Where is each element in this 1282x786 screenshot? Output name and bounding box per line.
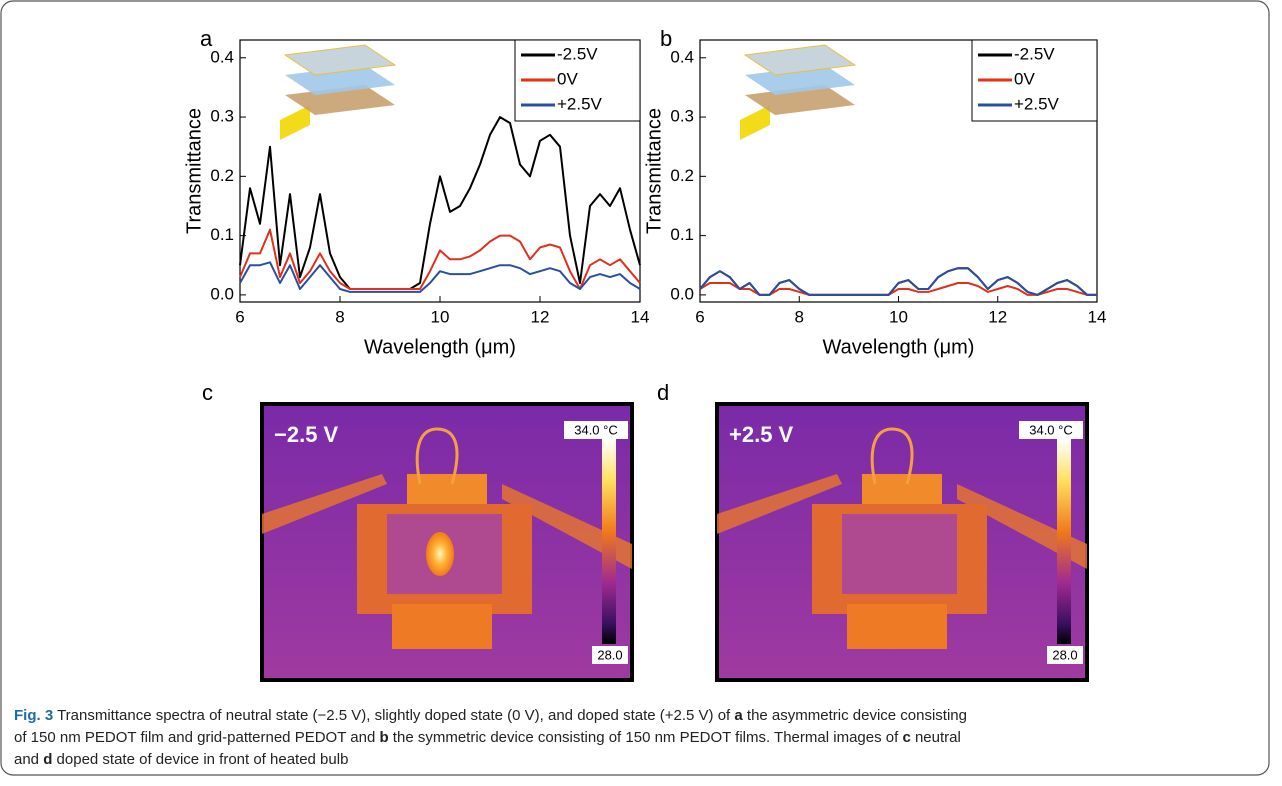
scale-box: [592, 646, 628, 664]
scale-box: [1019, 421, 1083, 439]
thermal-image: −2.5 V 34.0 °C 28.0: [260, 402, 634, 682]
y-tick-label: 0.3: [210, 107, 234, 126]
caption-text: b: [379, 729, 388, 746]
thermal-image: +2.5 V 34.0 °C 28.0: [715, 402, 1089, 682]
wire: [502, 484, 632, 569]
y-tick-label: 0.2: [670, 166, 694, 185]
y-tick-label: 0.1: [210, 225, 234, 244]
y-tick-label: 0.0: [210, 284, 234, 303]
y-tick-label: 0.3: [670, 107, 694, 126]
caption-text: the symmetric device consisting of 150 n…: [389, 729, 903, 746]
x-tick-label: 10: [889, 307, 908, 326]
caption-line: and d doped state of device in front of …: [14, 751, 348, 768]
panel-label: d: [657, 380, 669, 405]
clip-wire: [870, 427, 914, 485]
caption-text: Transmittance spectra of neutral state (…: [53, 707, 734, 724]
caption-text: and: [14, 751, 43, 768]
inset-electrode: [280, 105, 310, 140]
caption-text: c: [902, 729, 910, 746]
wire: [717, 474, 842, 534]
legend-label: 0V: [1014, 69, 1035, 88]
legend-label: +2.5V: [557, 94, 603, 113]
caption-text: of 150 nm PEDOT film and grid-patterned …: [14, 729, 379, 746]
x-tick-label: 8: [795, 307, 804, 326]
wire: [957, 484, 1087, 569]
wire: [262, 474, 387, 534]
series-line: [699, 267, 1097, 296]
x-axis-title: Wavelength (μm): [364, 336, 516, 358]
x-tick-label: 10: [431, 307, 450, 326]
hot-spot: [426, 532, 454, 576]
panel-label: c: [202, 380, 213, 405]
scale-min: 28.0: [597, 647, 622, 662]
scale-max: 34.0 °C: [1029, 422, 1073, 437]
inset-electrode: [740, 105, 770, 140]
y-axis-title: Transmittance: [643, 108, 665, 234]
voltage-label: −2.5 V: [274, 422, 339, 447]
caption-text: d: [43, 751, 52, 768]
series-line: [239, 261, 641, 293]
voltage-label: +2.5 V: [729, 422, 794, 447]
legend-label: 0V: [557, 69, 578, 88]
x-tick-label: 14: [631, 307, 650, 326]
series-line: [699, 267, 1097, 296]
series-line: [699, 282, 1097, 296]
scale-max: 34.0 °C: [574, 422, 618, 437]
color-bar: [602, 439, 616, 644]
x-axis-title: Wavelength (μm): [823, 336, 975, 358]
x-tick-label: 6: [695, 307, 704, 326]
inset-layer: [743, 44, 857, 76]
scale-box: [1047, 646, 1083, 664]
base: [392, 604, 492, 649]
series-line: [239, 228, 641, 290]
x-tick-label: 8: [335, 307, 344, 326]
y-tick-label: 0.0: [670, 284, 694, 303]
scale-min: 28.0: [1052, 647, 1077, 662]
caption-line: of 150 nm PEDOT film and grid-patterned …: [14, 729, 961, 746]
figure-border: [0, 0, 1270, 776]
y-tick-label: 0.2: [210, 166, 234, 185]
caption-text: neutral: [911, 729, 961, 746]
y-tick-label: 0.4: [670, 47, 694, 66]
x-tick-label: 14: [1088, 307, 1107, 326]
panel-label: b: [660, 26, 672, 51]
x-tick-label: 12: [988, 307, 1007, 326]
inset-layer: [283, 44, 397, 76]
base: [847, 604, 947, 649]
clip-wire: [415, 427, 459, 485]
caption-text: a: [734, 707, 743, 724]
panel-label: a: [200, 26, 213, 51]
device-inner: [842, 514, 957, 594]
scale-box: [564, 421, 628, 439]
legend-label: +2.5V: [1014, 94, 1060, 113]
legend-label: -2.5V: [557, 44, 598, 63]
caption-text: doped state of device in front of heated…: [52, 751, 348, 768]
caption-label: Fig. 3: [14, 707, 53, 724]
series-line: [239, 116, 641, 290]
y-tick-label: 0.4: [210, 47, 234, 66]
legend-label: -2.5V: [1014, 44, 1055, 63]
color-bar: [1057, 439, 1071, 644]
caption-text: the asymmetric device consisting: [743, 707, 967, 724]
y-axis-title: Transmittance: [183, 108, 205, 234]
x-tick-label: 12: [531, 307, 550, 326]
y-tick-label: 0.1: [670, 225, 694, 244]
caption-line: Fig. 3 Transmittance spectra of neutral …: [14, 707, 967, 724]
x-tick-label: 6: [235, 307, 244, 326]
